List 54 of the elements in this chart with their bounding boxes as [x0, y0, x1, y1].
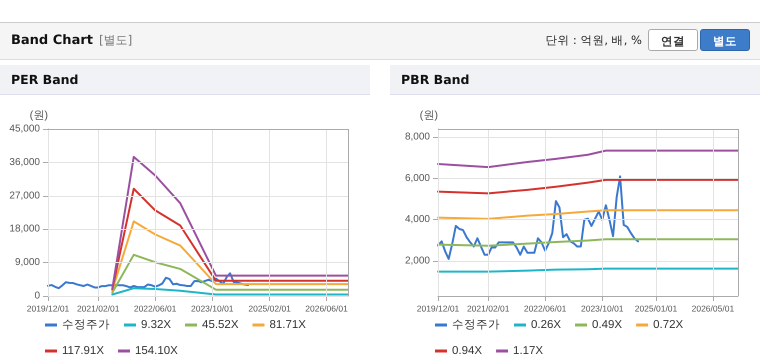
y-tick-label: 9,000 [14, 257, 40, 268]
legend-label: 수정주가 [452, 319, 500, 331]
legend-label: 154.10X [134, 345, 178, 357]
line-series [437, 150, 739, 168]
x-tick-label: 2025/01/01 [634, 304, 678, 314]
legend-label: 0.49X [592, 319, 622, 331]
legend-label: 0.26X [531, 319, 562, 331]
y-tick-label: 2,000 [404, 255, 430, 266]
x-tick-label: 2022/06/01 [524, 304, 567, 314]
legend-label: 117.91X [62, 345, 104, 357]
legend-label: 45.52X [202, 319, 239, 331]
line-series [437, 238, 739, 247]
y-axis-title: (원) [420, 110, 438, 122]
x-tick-label: 2019/12/01 [26, 304, 70, 314]
legend-label: 1.17X [513, 345, 544, 357]
text: [별도] [98, 33, 132, 47]
y-tick-label: 0 [34, 290, 40, 302]
y-tick-label: 18,000 [9, 224, 40, 235]
x-tick-label: 2026/05/01 [692, 304, 734, 314]
x-tick-label: 2026/06/01 [305, 304, 348, 314]
legend-label: 0.72X [653, 319, 684, 331]
y-tick-label: 6,000 [404, 172, 430, 184]
line-series [111, 287, 349, 296]
x-tick-label: 2023/10/01 [580, 304, 624, 314]
legend-label: 수정주가 [62, 319, 110, 331]
y-tick-label: 36,000 [9, 156, 40, 168]
text: Band Chart [11, 33, 93, 48]
y-tick-label: 8,000 [404, 132, 430, 143]
line-series [437, 209, 739, 220]
line-series [47, 272, 250, 290]
x-tick-label: 2021/02/01 [466, 304, 510, 314]
x-tick-label: 2019/12/01 [416, 304, 460, 314]
x-tick-label: 2023/10/01 [190, 304, 234, 314]
chart-title: PBR Band [390, 65, 760, 95]
y-tick-label: 45,000 [9, 124, 40, 134]
x-tick-label: 2021/02/01 [76, 304, 120, 314]
line-series [111, 188, 349, 290]
y-tick-label: 27,000 [9, 190, 40, 202]
line-series [111, 156, 349, 290]
text: 별도 [700, 29, 750, 51]
text: 단위 : 억원, 배, % [545, 33, 642, 48]
y-axis-title: (원) [30, 110, 48, 122]
legend-label: 0.94X [452, 345, 482, 357]
line-series [111, 254, 349, 294]
line-series [111, 220, 349, 292]
legend-label: 81.71X [270, 319, 306, 331]
x-tick-label: 2022/06/01 [134, 304, 177, 314]
legend-label: 9.32X [141, 319, 172, 331]
x-tick-label: 2025/02/01 [248, 304, 292, 314]
line-series [437, 178, 739, 194]
y-tick-label: 4,000 [404, 214, 430, 226]
text: 연결 [648, 29, 698, 51]
chart-title: PER Band [0, 65, 370, 95]
line-series [437, 175, 640, 260]
